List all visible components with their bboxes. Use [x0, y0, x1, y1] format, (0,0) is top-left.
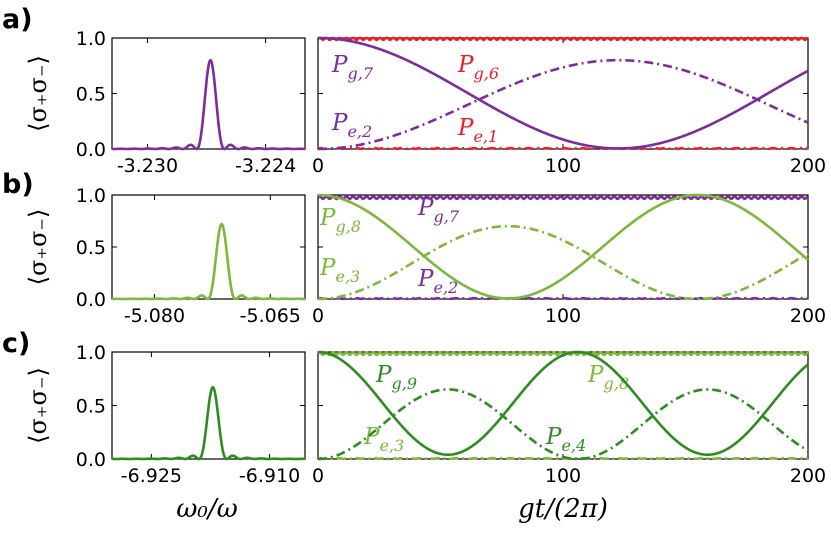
- curve-b-g-7: [317, 194, 809, 201]
- dynamics-xtick-label-b-2: 200: [790, 305, 826, 327]
- ytick-label-b-0: 0.0: [76, 289, 106, 311]
- ytick-label-a-1: 0.5: [76, 84, 106, 106]
- dynamics-xtick-label-c-2: 200: [790, 465, 826, 487]
- curve-label-a-e-1: Pe,1: [457, 115, 498, 146]
- curve-c-e-4: [317, 388, 809, 461]
- spectrum-curve-c: [111, 385, 306, 461]
- curve-label-c-e-3: Pe,3: [363, 424, 404, 455]
- spectrum-frame-a: [111, 37, 306, 150]
- curve-label-c-e-4: Pe,4: [545, 424, 586, 455]
- y-axis-title-c: ⟨σ₊σ₋⟩: [24, 367, 52, 444]
- dynamics-xtick-label-c-1: 100: [545, 465, 581, 487]
- spectrum-xtick-label-c-0: -6.925: [121, 465, 182, 487]
- dynamics-xtick-label-c-0: 0: [312, 465, 324, 487]
- dynamics-frame-b: [317, 194, 809, 300]
- spectrum-curve-b: [111, 222, 305, 301]
- spectrum-frame-b: [111, 194, 306, 300]
- curve-c-e-3: [317, 456, 809, 461]
- ytick-label-b-1: 0.5: [76, 237, 106, 259]
- panel-letter-c: c): [2, 328, 30, 359]
- curve-b-e-2: [317, 296, 809, 301]
- spectrum-xtick-label-a-1: -3.224: [235, 155, 296, 177]
- spectrum-xtick-label-a-0: -3.230: [117, 155, 178, 177]
- curve-label-a-g-7: Pg,7: [331, 52, 374, 83]
- curve-b-g-8: [317, 193, 809, 300]
- curve-label-b-g-8: Pg,8: [319, 205, 361, 236]
- dynamics-xtick-label-b-0: 0: [312, 305, 324, 327]
- dynamics-xtick-label-a-0: 0: [312, 155, 324, 177]
- spectrum-xtick-label-b-1: -5.065: [240, 305, 301, 327]
- spectrum-xtick-label-b-0: -5.080: [124, 305, 185, 327]
- ytick-label-a-0: 0.0: [76, 139, 106, 161]
- panel-letter-a: a): [2, 4, 33, 35]
- y-axis-title-a: ⟨σ₊σ₋⟩: [24, 55, 52, 132]
- ytick-label-c-1: 0.5: [76, 396, 106, 418]
- curve-label-b-g-7: Pg,7: [417, 195, 460, 226]
- curve-a-g-6: [317, 36, 809, 42]
- curve-a-e-1: [317, 146, 809, 151]
- ytick-label-b-2: 1.0: [76, 185, 106, 207]
- curve-label-b-e-3: Pe,3: [319, 255, 360, 286]
- dynamics-xtick-label-a-2: 200: [790, 155, 826, 177]
- curve-a-e-2: [318, 58, 809, 151]
- dynamics-xtick-label-a-1: 100: [545, 155, 581, 177]
- curve-c-g-9: [317, 350, 809, 457]
- spectrum-curve-a: [111, 58, 306, 151]
- y-axis-title-b: ⟨σ₊σ₋⟩: [24, 209, 52, 286]
- ytick-label-c-2: 1.0: [76, 342, 106, 364]
- dynamics-xtick-label-b-1: 100: [545, 305, 581, 327]
- ytick-label-a-2: 1.0: [76, 28, 106, 50]
- spectrum-xtick-label-c-1: -6.910: [239, 465, 300, 487]
- curve-label-a-e-2: Pe,2: [331, 110, 372, 141]
- ytick-label-c-0: 0.0: [76, 449, 106, 471]
- curve-label-a-g-6: Pg,6: [457, 52, 499, 83]
- curve-b-e-3: [317, 224, 809, 301]
- curve-a-g-7: [318, 36, 809, 150]
- panel-letter-b: b): [2, 169, 34, 200]
- left-x-axis-title: ω₀/ω: [176, 494, 238, 524]
- curve-label-c-g-9: Pg,9: [375, 362, 417, 393]
- curve-label-b-e-2: Pe,2: [417, 266, 458, 297]
- right-x-axis-title: gt/(2π): [518, 494, 608, 524]
